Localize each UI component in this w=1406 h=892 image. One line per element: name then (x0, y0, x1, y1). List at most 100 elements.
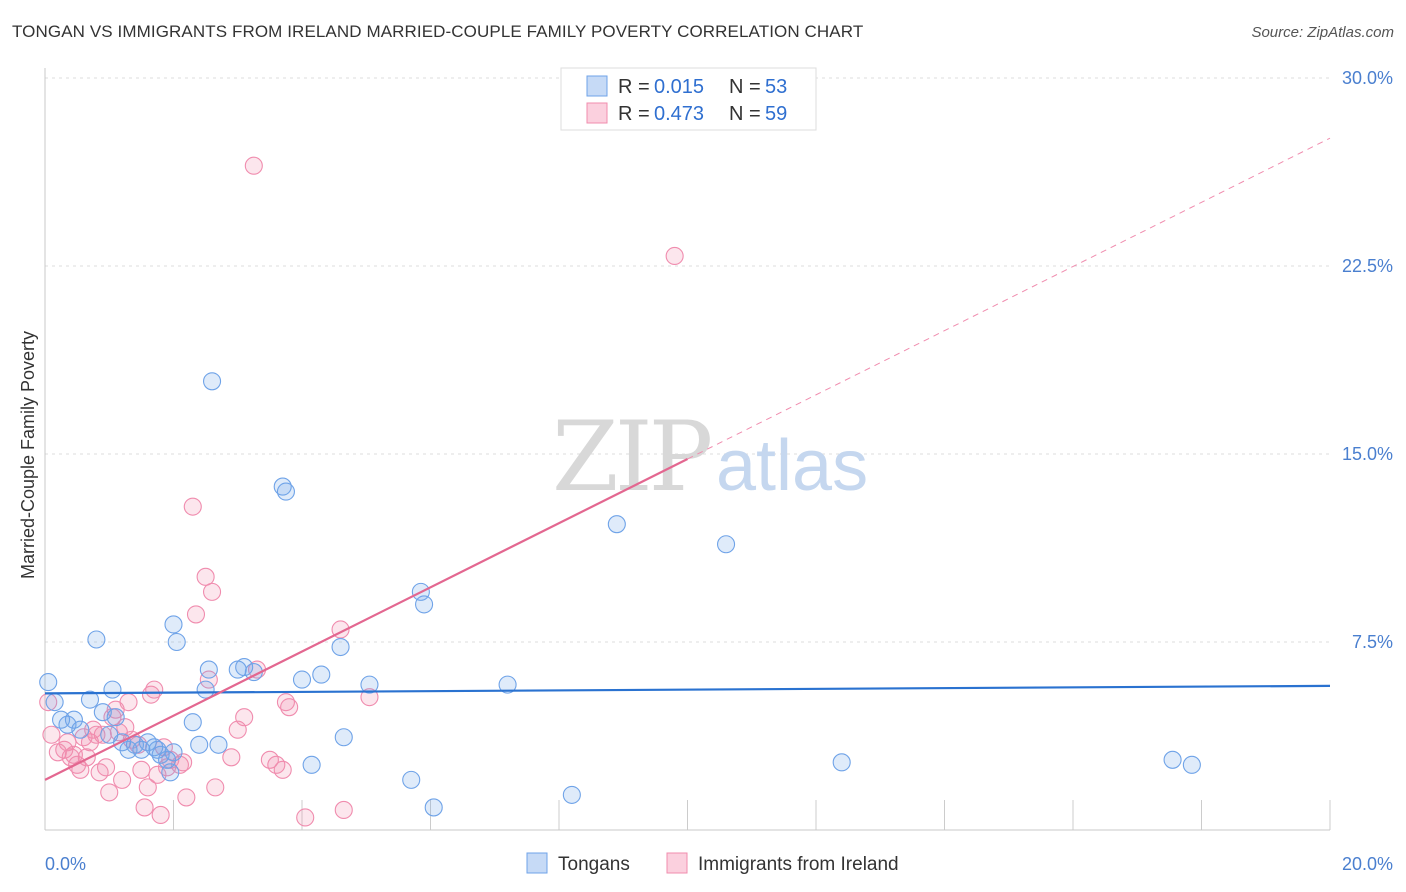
point-tongans (148, 740, 167, 759)
point-ireland (273, 760, 292, 779)
point-ireland (87, 725, 106, 744)
point-tongans (87, 630, 106, 649)
point-ireland (206, 778, 225, 797)
point-ireland (77, 748, 96, 767)
point-ireland (42, 725, 61, 744)
y-tick-label: 30.0% (1342, 68, 1393, 88)
point-ireland (203, 582, 222, 601)
point-ireland (199, 670, 218, 689)
trend-line-ireland-extension (687, 137, 1331, 460)
point-tongans (103, 680, 122, 699)
point-tongans (164, 615, 183, 634)
chart-title: TONGAN VS IMMIGRANTS FROM IRELAND MARRIE… (12, 22, 864, 41)
point-ireland (138, 778, 157, 797)
legend-swatch-ireland (586, 102, 608, 124)
point-tongans (1163, 750, 1182, 769)
axes (44, 68, 1330, 831)
legend-n-label-1: N = (729, 76, 761, 98)
point-ireland (280, 698, 299, 717)
y-tick-label: 7.5% (1352, 632, 1393, 652)
y-axis-label: Married-Couple Family Poverty (18, 331, 38, 579)
grid-lines (44, 77, 1331, 830)
point-tongans (402, 770, 421, 789)
point-ireland (93, 725, 112, 744)
series-ireland-points (39, 156, 684, 827)
point-tongans (161, 763, 180, 782)
point-ireland (177, 788, 196, 807)
point-ireland (84, 720, 103, 739)
point-tongans (716, 535, 736, 554)
legend-n-label-2: N = (729, 103, 761, 125)
point-ireland (135, 798, 154, 817)
trend-line-ireland (44, 458, 688, 781)
point-tongans (45, 693, 64, 712)
point-ireland (244, 156, 263, 175)
point-ireland (119, 693, 138, 712)
point-tongans (562, 785, 581, 804)
point-tongans (1182, 755, 1201, 774)
point-tongans (498, 675, 517, 694)
source-label: Source: ZipAtlas.com (1251, 24, 1394, 41)
point-tongans (190, 735, 209, 754)
point-tongans (167, 632, 186, 652)
point-tongans (106, 708, 125, 727)
legend-n-value-2: 59 (765, 103, 787, 125)
point-tongans (196, 680, 215, 699)
point-tongans (415, 595, 434, 614)
watermark: ZIP atlas (552, 401, 868, 513)
point-tongans (71, 720, 90, 739)
legend-r-value-2: 0.473 (654, 103, 704, 125)
point-ireland (174, 753, 193, 772)
bottom-legend-label-ireland: Immigrants from Ireland (698, 854, 899, 875)
legend-r-label-2: R = (618, 103, 650, 125)
point-ireland (100, 783, 119, 802)
point-ireland (145, 680, 164, 699)
point-tongans (276, 482, 295, 501)
point-tongans (209, 735, 228, 754)
point-tongans (334, 728, 353, 747)
point-ireland (296, 808, 315, 827)
point-tongans (424, 798, 443, 817)
point-ireland (665, 246, 684, 266)
point-ireland (151, 805, 170, 825)
point-tongans (145, 738, 164, 757)
bottom-legend-swatch-ireland (666, 852, 688, 874)
point-ireland (235, 708, 254, 727)
series-tongans-points (39, 372, 1201, 817)
watermark-atlas: atlas (716, 426, 868, 506)
point-tongans (302, 755, 321, 774)
trend-line-tongans (44, 684, 1331, 695)
point-ireland (186, 605, 206, 624)
watermark-zip: ZIP (552, 401, 711, 513)
x-tick-labels: 0.0% 20.0% (45, 854, 1393, 874)
trend-lines (44, 137, 1331, 781)
point-tongans (292, 670, 312, 689)
point-tongans (39, 673, 58, 692)
legend-r-label-1: R = (618, 76, 650, 98)
legend-swatch-tongans (586, 75, 608, 97)
point-ireland (183, 497, 202, 516)
point-ireland (141, 685, 161, 704)
point-tongans (199, 660, 218, 679)
y-tick-label: 15.0% (1342, 444, 1393, 464)
point-ireland (276, 693, 295, 712)
point-ireland (334, 800, 353, 819)
point-ireland (96, 758, 116, 777)
point-ireland (132, 760, 151, 779)
y-tick-labels: 7.5% 15.0% 22.5% 30.0% (1342, 68, 1393, 652)
point-tongans (183, 713, 202, 732)
legend-box: R = 0.015 N = 53 R = 0.473 N = 59 (560, 67, 817, 131)
point-ireland (113, 770, 132, 789)
y-tick-label: 22.5% (1342, 256, 1393, 276)
point-tongans (164, 743, 183, 762)
point-tongans (273, 477, 292, 496)
point-tongans (832, 753, 851, 772)
point-tongans (607, 515, 626, 534)
point-ireland (196, 567, 215, 586)
point-tongans (331, 637, 350, 657)
point-tongans (360, 675, 379, 694)
bottom-legend: Tongans Immigrants from Ireland (526, 852, 899, 875)
x-tick-label: 0.0% (45, 854, 86, 874)
legend-r-value-1: 0.015 (654, 76, 704, 98)
